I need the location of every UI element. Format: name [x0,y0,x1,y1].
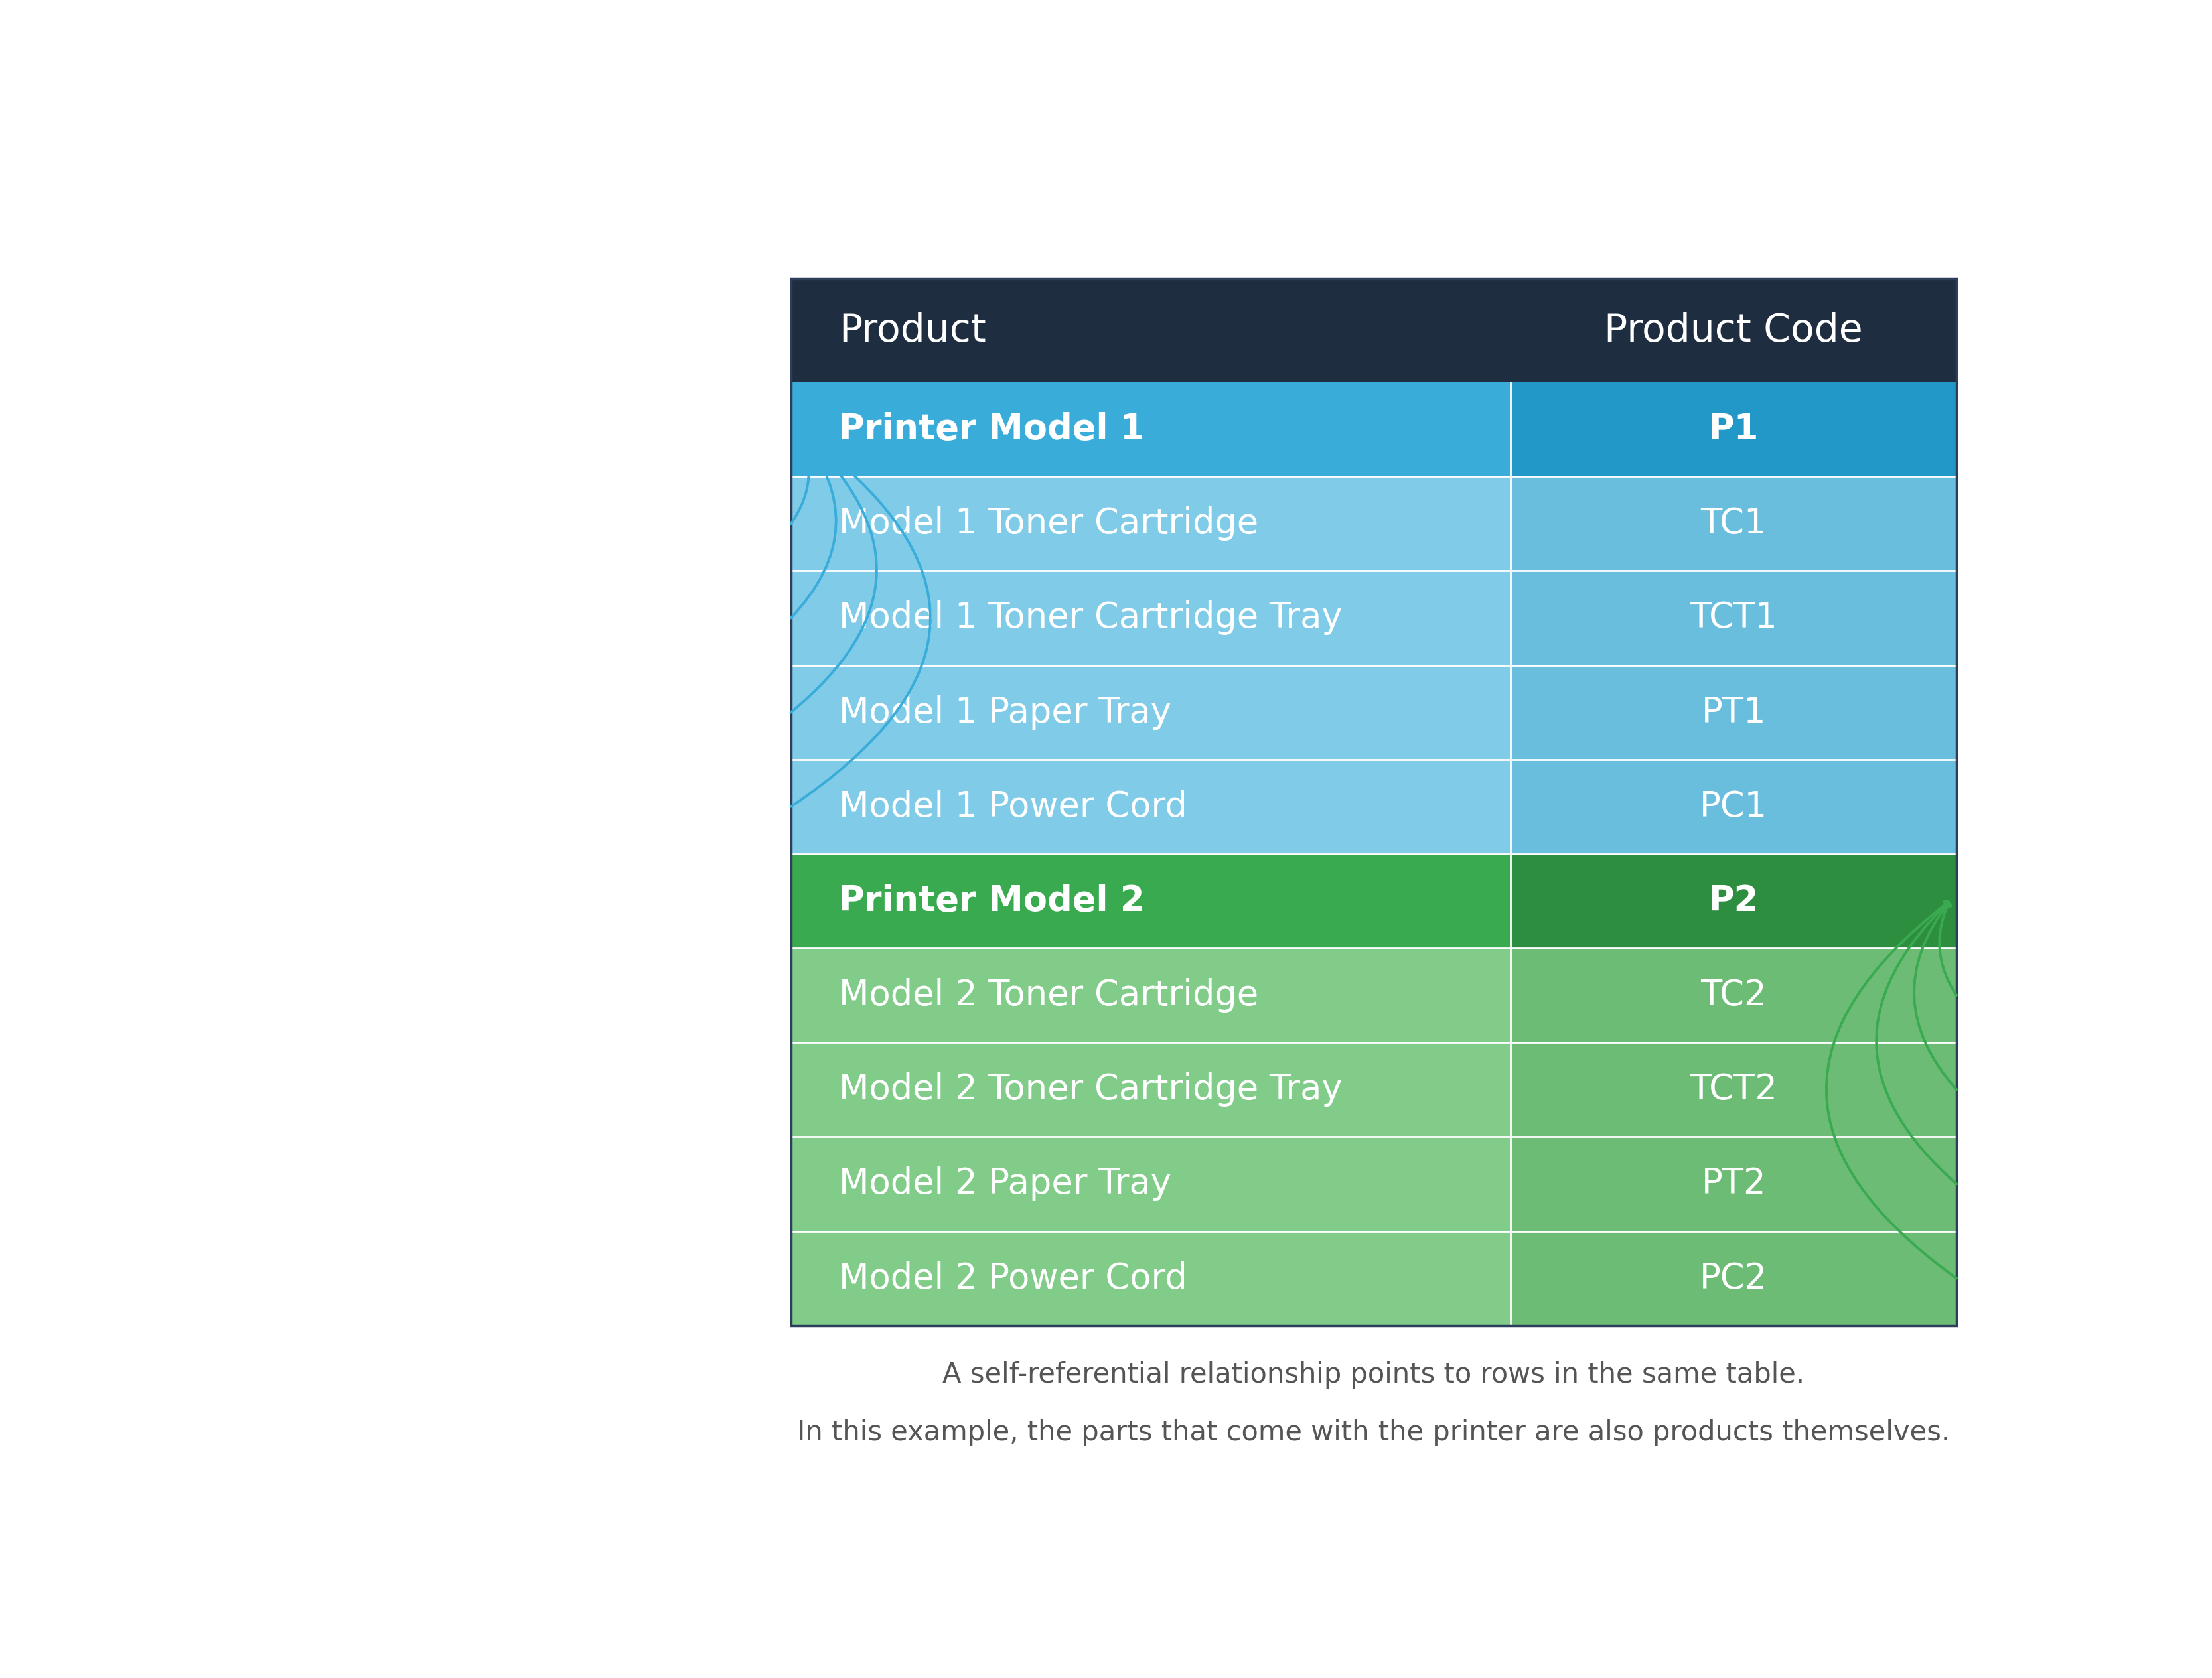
Text: Model 1 Toner Cartridge Tray: Model 1 Toner Cartridge Tray [838,601,1343,636]
Text: P1: P1 [1708,413,1759,446]
Text: In this example, the parts that come with the printer are also products themselv: In this example, the parts that come wit… [796,1420,1951,1446]
Text: PT1: PT1 [1701,695,1765,730]
Bar [792,279,1958,383]
Bar [1511,571,1958,664]
Bar [792,1232,1511,1326]
Bar [792,760,1511,854]
Text: P2: P2 [1708,884,1759,918]
Text: Product: Product [838,312,987,349]
Text: TCT1: TCT1 [1690,601,1778,636]
Text: TC1: TC1 [1701,507,1767,540]
Text: Model 1 Power Cord: Model 1 Power Cord [838,789,1188,824]
Bar [1511,854,1958,948]
Bar [792,383,1511,477]
Text: Model 1 Paper Tray: Model 1 Paper Tray [838,695,1172,730]
Text: TC2: TC2 [1701,978,1767,1012]
Text: TCT2: TCT2 [1690,1072,1778,1107]
Text: Model 2 Toner Cartridge: Model 2 Toner Cartridge [838,978,1259,1012]
Bar [1511,1136,1958,1232]
Text: Model 2 Power Cord: Model 2 Power Cord [838,1262,1188,1295]
Bar [1511,383,1958,477]
Bar [792,1136,1511,1232]
Bar [1511,1232,1958,1326]
Bar [1511,948,1958,1042]
Text: PC2: PC2 [1699,1262,1767,1295]
Bar [1511,1042,1958,1136]
Bar [792,1042,1511,1136]
Bar [792,664,1511,760]
Text: PC1: PC1 [1699,789,1767,824]
Text: Product Code: Product Code [1604,312,1863,349]
Text: A self-referential relationship points to rows in the same table.: A self-referential relationship points t… [942,1361,1805,1388]
Bar [792,854,1511,948]
Text: Model 1 Toner Cartridge: Model 1 Toner Cartridge [838,507,1259,540]
Bar [792,477,1511,571]
Bar [792,279,1958,1326]
Bar [1511,664,1958,760]
Bar [1511,760,1958,854]
Bar [1511,477,1958,571]
Text: Model 2 Paper Tray: Model 2 Paper Tray [838,1166,1172,1201]
Bar [792,948,1511,1042]
Text: Model 2 Toner Cartridge Tray: Model 2 Toner Cartridge Tray [838,1072,1343,1107]
Bar [792,571,1511,664]
Text: PT2: PT2 [1701,1166,1765,1201]
Text: Printer Model 2: Printer Model 2 [838,884,1144,918]
Text: Printer Model 1: Printer Model 1 [838,413,1144,446]
